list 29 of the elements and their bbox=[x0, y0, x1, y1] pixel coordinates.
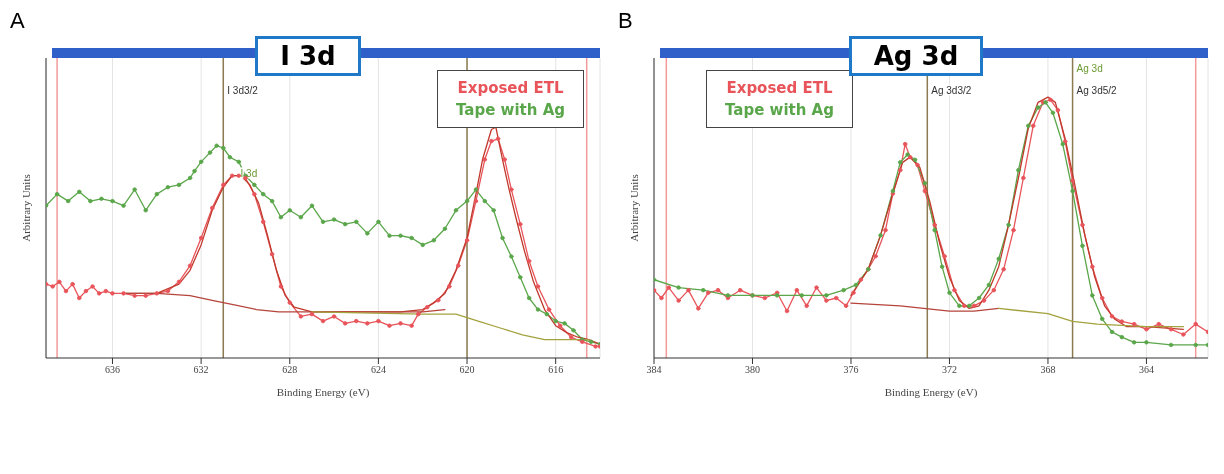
text: B bbox=[618, 8, 633, 34]
text: Exposed ETL bbox=[725, 78, 834, 99]
y-axis-title: Arbitrary Units bbox=[19, 174, 32, 242]
x-tick-label: 620 bbox=[459, 364, 475, 376]
x-tick-label: 616 bbox=[548, 364, 564, 376]
x-tick-label: 384 bbox=[646, 364, 662, 376]
x-tick-label: 624 bbox=[370, 364, 386, 376]
y-axis-title: Arbitrary Units bbox=[627, 174, 640, 242]
x-tick-label: 368 bbox=[1040, 364, 1056, 376]
x-tick-label: 632 bbox=[193, 364, 209, 376]
x-tick-label: 380 bbox=[744, 364, 760, 376]
chart-title: Ag 3d bbox=[848, 36, 984, 76]
annotation: Ag 3d bbox=[1076, 63, 1103, 75]
text: Exposed ETL bbox=[456, 78, 565, 99]
text: A bbox=[10, 8, 25, 34]
text: Tape with Ag bbox=[456, 100, 565, 121]
x-axis-title: Binding Energy (eV) bbox=[276, 386, 370, 399]
x-tick-label: 636 bbox=[104, 364, 120, 376]
x-tick-label: 364 bbox=[1138, 364, 1154, 376]
ref-line-label: I 3d3/2 bbox=[227, 85, 259, 96]
x-tick-label: 372 bbox=[941, 364, 957, 376]
ref-line-label: Ag 3d3/2 bbox=[931, 85, 972, 96]
x-axis-title: Binding Energy (eV) bbox=[884, 386, 978, 399]
chart-title: I 3d bbox=[255, 36, 361, 76]
text: Tape with Ag bbox=[725, 100, 834, 121]
x-tick-label: 376 bbox=[843, 364, 859, 376]
ref-line-label: Ag 3d5/2 bbox=[1076, 85, 1118, 96]
annotation: I 3d bbox=[240, 168, 258, 180]
x-tick-label: 628 bbox=[282, 364, 298, 376]
